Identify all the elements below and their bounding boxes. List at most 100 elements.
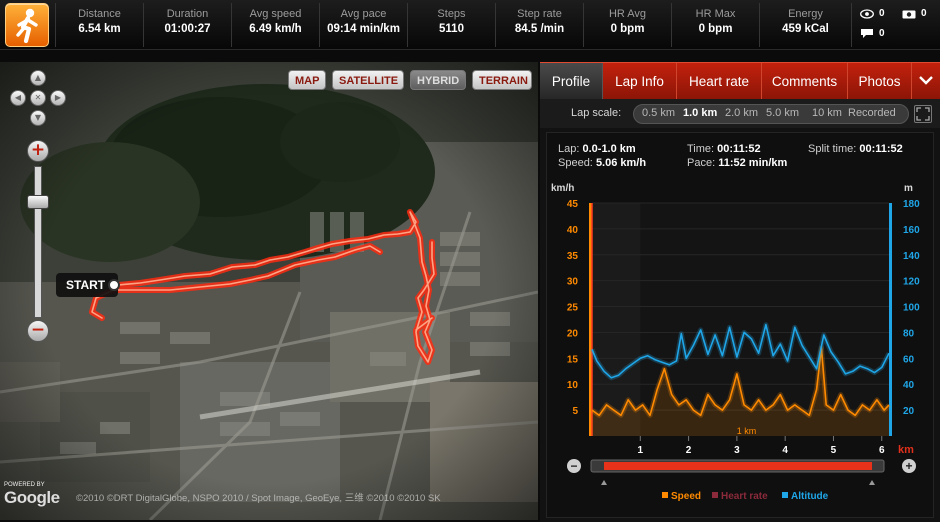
- satellite-imagery: [0, 62, 538, 520]
- lap-annotation: 1 km: [737, 426, 757, 436]
- stat-label: Avg speed: [249, 8, 302, 20]
- stat-value: 459 kCal: [782, 23, 829, 35]
- y-tick-right: 100: [903, 303, 920, 314]
- left-axis-bar: [589, 203, 592, 436]
- x-tick-label: 5: [831, 445, 837, 456]
- lap-time: Time: 00:11:52: [687, 143, 761, 155]
- legend-label: Heart rate: [721, 491, 768, 502]
- stat-hr-avg: HR Avg 0 bpm: [583, 3, 671, 47]
- pan-left-button[interactable]: ◀: [10, 90, 26, 106]
- lap-scale-options: 0.5 km 1.0 km 2.0 km 5.0 km 10 km Record…: [633, 104, 909, 124]
- x-axis-label: km: [898, 444, 914, 456]
- stat-hr-max: HR Max 0 bpm: [671, 3, 759, 47]
- stat-label: Duration: [166, 8, 209, 20]
- lap-scale-option-5-0km[interactable]: 5.0 km: [766, 107, 800, 119]
- lap-range: Lap: 0.0-1.0 km: [558, 143, 636, 155]
- map-view[interactable]: MAP SATELLITE HYBRID TERRAIN ▲ ◀ ✕ ▶ ▼ +…: [0, 62, 538, 520]
- legend-swatch: [662, 492, 668, 498]
- x-tick-label: 4: [782, 445, 788, 456]
- zoom-in-button[interactable]: +: [27, 140, 49, 162]
- plus-icon: +: [905, 459, 912, 473]
- views-counter[interactable]: 0: [860, 8, 885, 19]
- scrub-left-handle[interactable]: [601, 480, 607, 485]
- stat-label: HR Avg: [608, 8, 647, 20]
- pan-reset-button[interactable]: ✕: [30, 90, 46, 106]
- fullscreen-button[interactable]: [914, 105, 932, 123]
- photos-count: 0: [921, 8, 927, 19]
- tab-bar: Profile Lap Info Heart rate Comments Pho…: [540, 62, 940, 100]
- map-type-terrain-button[interactable]: TERRAIN: [472, 70, 532, 90]
- scrub-plus-button[interactable]: [902, 459, 916, 473]
- y-tick-right: 180: [903, 199, 920, 210]
- lap-scale-option-0-5km[interactable]: 0.5 km: [642, 107, 676, 119]
- y-tick-right: 140: [903, 251, 920, 262]
- y-tick-left: 30: [567, 277, 579, 288]
- tab-heart-rate[interactable]: Heart rate: [677, 63, 762, 100]
- series-line-speed: [591, 347, 890, 417]
- profile-chart[interactable]: Lap: 0.0-1.0 km Speed: 5.06 km/h Time: 0…: [546, 132, 934, 518]
- lap-scale-option-2-0km[interactable]: 2.0 km: [725, 107, 759, 119]
- y-tick-right: 160: [903, 225, 920, 236]
- eye-icon: [860, 8, 874, 19]
- lap-scale-option-recorded[interactable]: Recorded: [848, 107, 896, 119]
- stat-label: Steps: [437, 8, 466, 20]
- lap-pace-label: Pace:: [687, 157, 716, 169]
- stat-avg-pace: Avg pace 09:14 min/km: [319, 3, 407, 47]
- lap-speed-label: Speed:: [558, 157, 593, 169]
- pan-down-button[interactable]: ▼: [30, 110, 46, 126]
- y-tick-right: 120: [903, 277, 920, 288]
- powered-by-text: POWERED BY: [4, 482, 45, 488]
- y-axis-label-right: m: [904, 183, 913, 194]
- x-tick-label: 3: [734, 445, 740, 456]
- y-tick-left: 5: [572, 406, 578, 417]
- scrub-range[interactable]: [604, 462, 872, 470]
- comments-counter[interactable]: 0: [860, 28, 885, 39]
- stat-value: 0 bpm: [610, 23, 645, 35]
- map-type-map-button[interactable]: MAP: [288, 70, 326, 90]
- map-type-hybrid-button[interactable]: HYBRID: [410, 70, 466, 90]
- stat-value: 84.5 /min: [514, 23, 565, 35]
- scrub-right-handle[interactable]: [869, 480, 875, 485]
- pan-right-button[interactable]: ▶: [50, 90, 66, 106]
- tab-photos[interactable]: Photos: [848, 63, 912, 100]
- profile-chart-svg: 5101520253035404520406080100120140160180…: [551, 183, 920, 502]
- comments-count: 0: [879, 28, 885, 39]
- start-point-icon: [108, 279, 121, 291]
- google-logo[interactable]: POWERED BY Google: [4, 482, 60, 508]
- y-tick-right: 60: [903, 354, 915, 365]
- gps-track: [89, 209, 437, 365]
- tab-profile[interactable]: Profile: [540, 63, 603, 100]
- zoom-track[interactable]: [34, 166, 42, 318]
- photos-counter[interactable]: 0: [902, 8, 927, 19]
- tab-lap-info[interactable]: Lap Info: [603, 63, 677, 100]
- lap-scale-option-1-0km[interactable]: 1.0 km: [683, 107, 718, 119]
- expand-icon: [916, 107, 930, 121]
- tab-comments[interactable]: Comments: [762, 63, 848, 100]
- tabs-more-button[interactable]: [912, 63, 940, 100]
- map-type-satellite-button[interactable]: SATELLITE: [332, 70, 404, 90]
- split-time-value: 00:11:52: [859, 143, 903, 155]
- zoom-slider: + −: [25, 140, 51, 344]
- y-tick-right: 80: [903, 328, 915, 339]
- x-tick-label: 1: [638, 445, 644, 456]
- legend-label: Speed: [671, 491, 701, 502]
- google-wordmark: Google: [4, 488, 60, 507]
- split-time-label: Split time:: [808, 143, 857, 155]
- zoom-out-button[interactable]: −: [27, 320, 49, 342]
- selected-lap-band: [592, 203, 641, 436]
- y-tick-left: 25: [567, 303, 579, 314]
- chevron-down-icon: [919, 76, 933, 85]
- map-copyright: ©2010 ©DRT DigitalGlobe, NSPO 2010 / Spo…: [76, 493, 441, 504]
- y-tick-right: 40: [903, 380, 915, 391]
- lap-pace-value: 11:52 min/km: [718, 157, 788, 169]
- pan-up-button[interactable]: ▲: [30, 70, 46, 86]
- lap-scale-option-10km[interactable]: 10 km: [812, 107, 842, 119]
- zoom-handle[interactable]: [27, 195, 49, 209]
- lap-time-label: Time:: [687, 143, 715, 155]
- running-person-icon[interactable]: [5, 3, 49, 47]
- start-marker[interactable]: START: [56, 273, 121, 297]
- x-tick-label: 2: [686, 445, 692, 456]
- minus-icon: −: [570, 459, 577, 473]
- scrub-minus-button[interactable]: [567, 459, 581, 473]
